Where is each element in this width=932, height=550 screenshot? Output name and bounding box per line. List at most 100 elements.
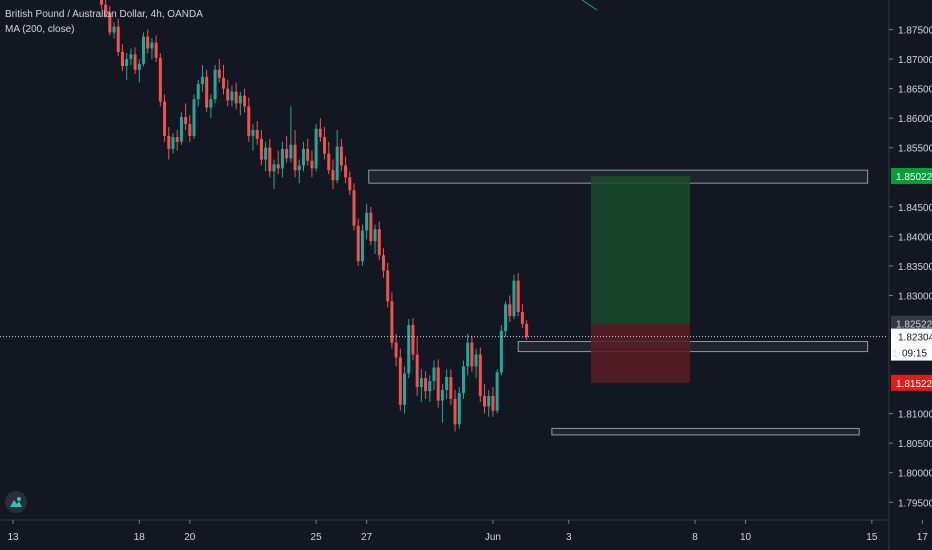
candle-body (251, 130, 255, 136)
y-tick-label: 1.80000 (898, 469, 932, 480)
candle-body (512, 280, 516, 317)
candle (415, 336, 419, 396)
candle-body (120, 52, 124, 67)
candle-body (217, 69, 221, 78)
candle-body (150, 42, 154, 49)
candle-body (175, 137, 179, 142)
candle (310, 150, 314, 178)
candle (525, 320, 529, 340)
candle-body (234, 91, 238, 104)
candle-body (360, 230, 364, 262)
candle (335, 130, 339, 184)
candle (512, 274, 516, 320)
candle (297, 159, 301, 184)
current-price-text: 1.82304 (898, 333, 932, 344)
countdown-text: 09:15 (902, 349, 927, 360)
candle-body (411, 325, 415, 355)
candle (373, 224, 377, 255)
stop-zone[interactable] (591, 323, 690, 383)
candle (222, 65, 225, 95)
candle (344, 156, 348, 184)
indicator-title[interactable]: MA (200, close) (5, 24, 75, 35)
candle-body (386, 270, 390, 302)
candle-body (133, 54, 137, 70)
entry-price-label-text: 1.82522 (896, 320, 932, 331)
candle-body (466, 342, 470, 367)
candle (360, 224, 364, 266)
candle-body (289, 144, 293, 159)
candle (120, 44, 124, 71)
candle-body (280, 148, 284, 169)
y-tick-label: 1.86000 (898, 114, 932, 125)
candle-body (483, 395, 487, 407)
candle-body (188, 124, 192, 136)
candle-body (381, 255, 385, 271)
candle (394, 333, 398, 367)
target-zone[interactable] (591, 175, 690, 324)
candle (520, 304, 524, 328)
candle (213, 65, 217, 104)
candle (390, 292, 394, 349)
candle (348, 171, 352, 195)
candle (108, 5, 112, 36)
candle (188, 115, 192, 142)
candle-body (209, 99, 213, 108)
candle (499, 325, 503, 376)
candle (516, 273, 520, 317)
candle-body (445, 377, 449, 390)
tradingview-logo[interactable] (5, 491, 27, 513)
candle (306, 138, 310, 166)
entry-price-label: 1.82522 (891, 315, 932, 332)
candle (398, 348, 402, 411)
candle-body (301, 148, 305, 166)
candle-body (449, 377, 453, 399)
low-support-box[interactable] (551, 427, 860, 436)
candle-body (487, 395, 491, 407)
candle-body (508, 304, 512, 317)
candle-body (243, 95, 247, 107)
candle (272, 159, 276, 190)
candle (129, 48, 133, 65)
candle (150, 38, 154, 60)
candle (453, 390, 457, 432)
candle-body (419, 378, 423, 388)
candle (377, 221, 381, 260)
symbol-title[interactable]: British Pound / Australian Dollar, 4h, O… (5, 9, 203, 20)
candle (179, 112, 183, 145)
candle-body (146, 36, 150, 49)
candle-body (525, 323, 529, 337)
candle-body (440, 390, 444, 401)
candle (445, 369, 449, 399)
candle (230, 85, 234, 107)
candle (104, 0, 108, 18)
candle (293, 130, 297, 178)
candle (331, 159, 335, 190)
candle-body (272, 164, 276, 172)
candle (508, 295, 512, 323)
position-layer[interactable] (0, 175, 888, 383)
candle-body (516, 280, 520, 312)
candle-body (196, 83, 200, 100)
candle-body (323, 137, 327, 154)
partial-label-text: 1. (892, 349, 900, 360)
candle (491, 387, 495, 417)
y-tick-label: 1.86500 (898, 85, 932, 96)
candle (314, 124, 318, 172)
candle (466, 333, 470, 376)
candle (251, 124, 255, 151)
candle-body (491, 395, 495, 411)
candle (487, 390, 491, 417)
candle-body (112, 26, 116, 33)
mid-support-box[interactable] (517, 341, 869, 353)
candle-body (335, 146, 339, 181)
candle-body (293, 144, 297, 171)
candle-body (424, 378, 428, 392)
candle (112, 22, 116, 39)
candle-body (365, 212, 369, 231)
candle (116, 18, 120, 57)
y-tick-label: 1.85500 (898, 144, 932, 155)
x-tick-label: Jun (485, 532, 501, 543)
candle (285, 135, 289, 163)
